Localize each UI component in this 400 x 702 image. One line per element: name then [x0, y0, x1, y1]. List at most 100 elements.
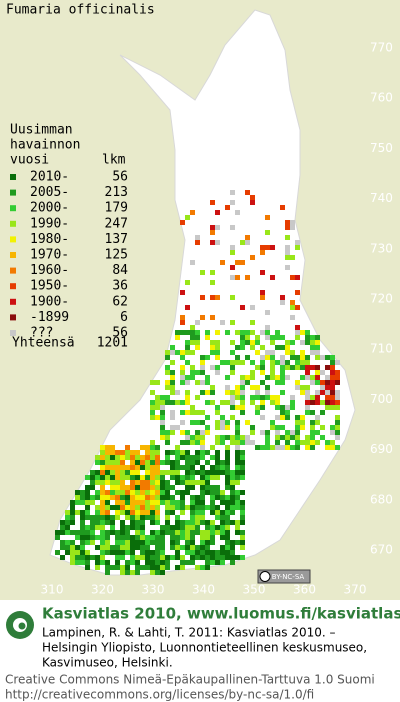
observation-cell [170, 460, 175, 465]
observation-cell [215, 240, 220, 245]
observation-cell [130, 510, 135, 515]
observation-cell [85, 555, 90, 560]
observation-cell [320, 390, 325, 395]
legend-count-heading: lkm [102, 153, 126, 168]
observation-cell [310, 365, 315, 370]
observation-cell [160, 425, 165, 430]
observation-cell [135, 515, 140, 520]
observation-cell [260, 245, 265, 250]
observation-cell [125, 570, 130, 575]
observation-cell [300, 375, 305, 380]
observation-cell [190, 440, 195, 445]
observation-cell [95, 470, 100, 475]
observation-cell [220, 440, 225, 445]
observation-cell [290, 405, 295, 410]
observation-cell [80, 525, 85, 530]
observation-cell [310, 435, 315, 440]
observation-cell [215, 505, 220, 510]
observation-cell [125, 465, 130, 470]
observation-cell [210, 455, 215, 460]
observation-cell [150, 390, 155, 395]
observation-cell [105, 515, 110, 520]
observation-cell [140, 525, 145, 530]
observation-cell [120, 545, 125, 550]
observation-cell [260, 365, 265, 370]
observation-cell [150, 470, 155, 475]
observation-cell [275, 345, 280, 350]
observation-cell [250, 200, 255, 205]
observation-cell [75, 530, 80, 535]
observation-cell [280, 300, 285, 305]
observation-cell [285, 265, 290, 270]
observation-cell [65, 520, 70, 525]
observation-cell [230, 370, 235, 375]
observation-cell [235, 435, 240, 440]
site-link: Kasviatlas 2010, www.luomus.fi/kasviatla… [42, 605, 400, 623]
observation-cell [240, 470, 245, 475]
observation-cell [190, 465, 195, 470]
observation-cell [300, 385, 305, 390]
observation-cell [120, 490, 125, 495]
observation-cell [160, 545, 165, 550]
observation-cell [210, 390, 215, 395]
observation-cell [65, 545, 70, 550]
observation-cell [225, 360, 230, 365]
observation-cell [100, 530, 105, 535]
observation-cell [165, 385, 170, 390]
observation-cell [285, 360, 290, 365]
observation-cell [310, 420, 315, 425]
observation-cell [175, 470, 180, 475]
observation-cell [335, 370, 340, 375]
y-tick-label: 710 [370, 342, 393, 356]
observation-cell [295, 440, 300, 445]
observation-cell [185, 560, 190, 565]
observation-cell [140, 545, 145, 550]
observation-cell [205, 565, 210, 570]
observation-cell [205, 480, 210, 485]
observation-cell [115, 475, 120, 480]
observation-cell [190, 555, 195, 560]
observation-cell [215, 465, 220, 470]
observation-cell [250, 385, 255, 390]
observation-cell [115, 535, 120, 540]
observation-cell [250, 370, 255, 375]
observation-cell [245, 440, 250, 445]
observation-cell [210, 200, 215, 205]
observation-cell [270, 365, 275, 370]
observation-cell [120, 500, 125, 505]
observation-cell [130, 490, 135, 495]
observation-cell [290, 400, 295, 405]
observation-cell [325, 375, 330, 380]
observation-cell [195, 565, 200, 570]
observation-cell [305, 435, 310, 440]
observation-cell [170, 555, 175, 560]
total-label: Yhteensä [12, 336, 75, 351]
observation-cell [335, 405, 340, 410]
observation-cell [245, 240, 250, 245]
observation-cell [95, 560, 100, 565]
citation-line: Kasvimuseo, Helsinki. [42, 656, 173, 670]
observation-cell [175, 455, 180, 460]
observation-cell [275, 425, 280, 430]
observation-cell [195, 370, 200, 375]
observation-cell [230, 470, 235, 475]
observation-cell [290, 445, 295, 450]
observation-cell [185, 390, 190, 395]
observation-cell [115, 565, 120, 570]
observation-cell [285, 430, 290, 435]
observation-cell [175, 550, 180, 555]
observation-cell [85, 540, 90, 545]
x-tick-label: 340 [192, 583, 215, 597]
legend-swatch [10, 283, 16, 290]
observation-cell [290, 395, 295, 400]
observation-cell [235, 330, 240, 335]
observation-cell [165, 495, 170, 500]
observation-cell [145, 495, 150, 500]
observation-cell [140, 455, 145, 460]
observation-cell [230, 480, 235, 485]
observation-cell [115, 505, 120, 510]
observation-cell [225, 385, 230, 390]
observation-cell [280, 410, 285, 415]
observation-cell [75, 555, 80, 560]
legend-count: 56 [112, 170, 128, 185]
